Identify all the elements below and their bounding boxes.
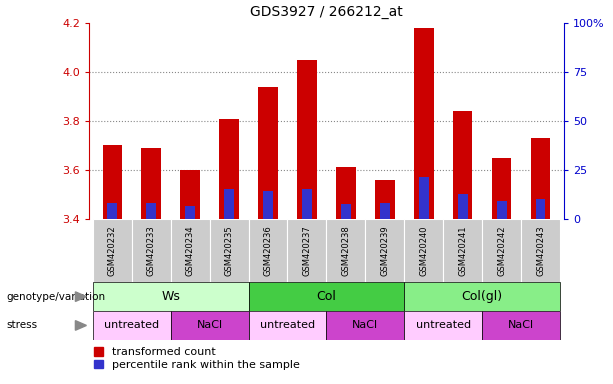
Text: GSM420233: GSM420233 xyxy=(147,225,156,276)
Text: GSM420240: GSM420240 xyxy=(419,225,428,276)
FancyBboxPatch shape xyxy=(93,282,248,311)
Text: Col: Col xyxy=(316,290,337,303)
Title: GDS3927 / 266212_at: GDS3927 / 266212_at xyxy=(250,5,403,19)
Bar xyxy=(536,199,546,219)
Text: stress: stress xyxy=(6,320,37,331)
FancyBboxPatch shape xyxy=(93,219,132,282)
FancyBboxPatch shape xyxy=(287,219,327,282)
FancyBboxPatch shape xyxy=(482,219,521,282)
Text: GSM420235: GSM420235 xyxy=(224,225,234,276)
FancyBboxPatch shape xyxy=(405,282,560,311)
Bar xyxy=(107,203,117,219)
FancyBboxPatch shape xyxy=(327,219,365,282)
FancyBboxPatch shape xyxy=(93,311,170,340)
FancyBboxPatch shape xyxy=(170,219,210,282)
Text: Col(gl): Col(gl) xyxy=(462,290,503,303)
FancyBboxPatch shape xyxy=(248,219,287,282)
Bar xyxy=(180,170,200,219)
Bar xyxy=(497,201,506,219)
Legend: transformed count, percentile rank within the sample: transformed count, percentile rank withi… xyxy=(94,347,300,370)
Bar xyxy=(453,111,473,219)
Bar xyxy=(531,138,550,219)
FancyBboxPatch shape xyxy=(248,282,405,311)
Bar xyxy=(258,87,278,219)
FancyBboxPatch shape xyxy=(132,219,170,282)
Bar xyxy=(492,158,511,219)
Text: GSM420237: GSM420237 xyxy=(302,225,311,276)
Text: untreated: untreated xyxy=(416,320,471,331)
FancyBboxPatch shape xyxy=(405,311,482,340)
Text: GSM420238: GSM420238 xyxy=(341,225,351,276)
Bar xyxy=(102,146,122,219)
FancyBboxPatch shape xyxy=(521,219,560,282)
Text: untreated: untreated xyxy=(104,320,159,331)
Bar xyxy=(414,28,433,219)
Text: GSM420236: GSM420236 xyxy=(264,225,273,276)
Text: genotype/variation: genotype/variation xyxy=(6,291,105,302)
Bar xyxy=(147,204,156,219)
FancyBboxPatch shape xyxy=(248,311,327,340)
Bar xyxy=(302,189,312,219)
Bar xyxy=(224,189,234,219)
Text: Ws: Ws xyxy=(161,290,180,303)
FancyBboxPatch shape xyxy=(210,219,248,282)
Text: NaCl: NaCl xyxy=(352,320,378,331)
FancyBboxPatch shape xyxy=(365,219,405,282)
Bar xyxy=(263,192,273,219)
Bar xyxy=(297,60,317,219)
Text: GSM420234: GSM420234 xyxy=(186,225,195,276)
Bar xyxy=(219,119,239,219)
Text: GSM420242: GSM420242 xyxy=(497,225,506,276)
Text: NaCl: NaCl xyxy=(197,320,223,331)
Bar xyxy=(375,180,395,219)
Bar xyxy=(458,194,468,219)
Text: GSM420232: GSM420232 xyxy=(108,225,116,276)
Bar xyxy=(142,148,161,219)
Text: NaCl: NaCl xyxy=(508,320,534,331)
FancyBboxPatch shape xyxy=(482,311,560,340)
FancyBboxPatch shape xyxy=(170,311,248,340)
Bar xyxy=(336,167,356,219)
Text: untreated: untreated xyxy=(260,320,315,331)
Bar xyxy=(419,177,428,219)
FancyBboxPatch shape xyxy=(327,311,405,340)
FancyBboxPatch shape xyxy=(405,219,443,282)
FancyBboxPatch shape xyxy=(443,219,482,282)
Bar xyxy=(380,204,390,219)
Text: GSM420239: GSM420239 xyxy=(380,225,389,276)
Text: GSM420243: GSM420243 xyxy=(536,225,545,276)
Bar xyxy=(341,204,351,219)
Bar xyxy=(185,206,195,219)
Text: GSM420241: GSM420241 xyxy=(458,225,467,276)
